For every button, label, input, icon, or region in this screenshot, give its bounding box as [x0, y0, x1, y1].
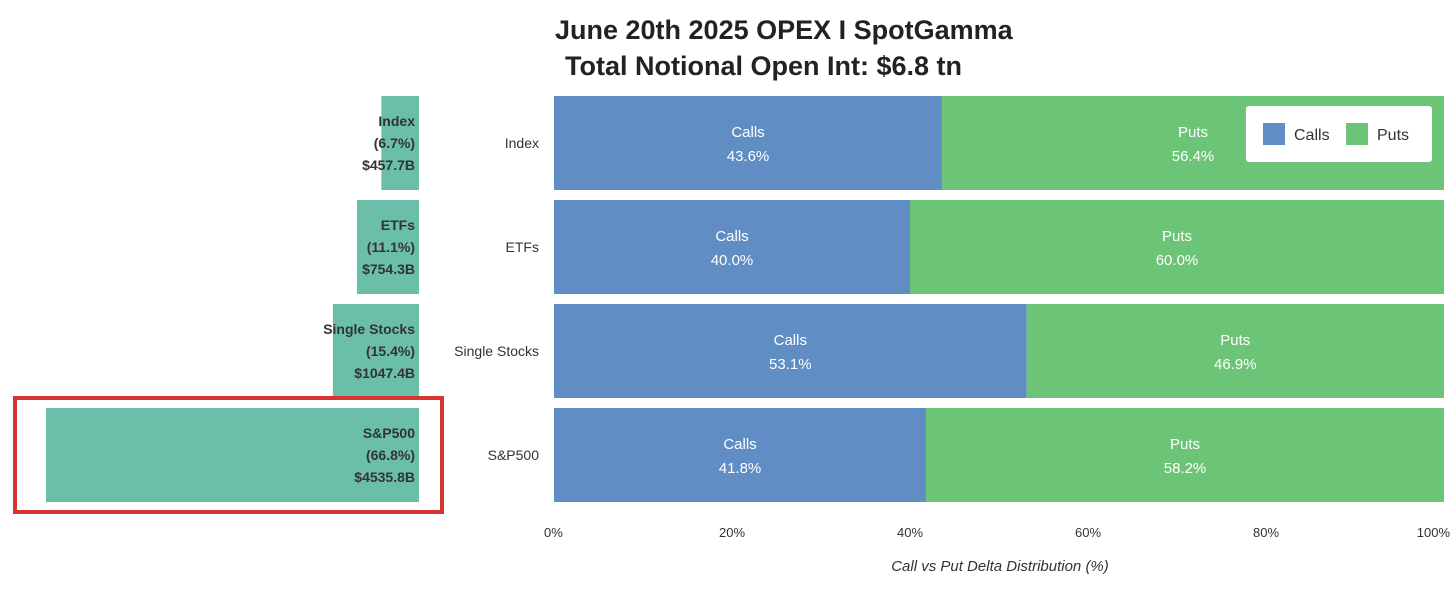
notional-label-index-name: Index: [378, 113, 415, 129]
notional-bar-index: [381, 96, 419, 190]
y-tick-label-etfs: ETFs: [506, 239, 539, 255]
bar-label-calls-etfs-value: 40.0%: [711, 252, 754, 269]
notional-label-single-stocks-share: (15.4%): [366, 343, 415, 359]
bar-label-puts-sp500-name: Puts: [1170, 436, 1200, 453]
bar-label-calls-index-name: Calls: [731, 124, 764, 141]
bar-calls-sp500: [554, 408, 927, 502]
x-tick-label-0: 0%: [544, 525, 563, 540]
chart-subtitle: Total Notional Open Int: $6.8 tn: [565, 51, 962, 81]
notional-label-index-amount: $457.7B: [362, 157, 415, 173]
bar-calls-etfs: [554, 200, 910, 294]
chart-title-block: June 20th 2025 OPEX I SpotGamma Total No…: [555, 12, 1255, 84]
x-tick-label-40: 40%: [897, 525, 923, 540]
bar-label-puts-single-stocks-value: 46.9%: [1214, 356, 1257, 373]
bar-puts-sp500: [926, 408, 1444, 502]
x-tick-label-100: 100%: [1417, 525, 1451, 540]
notional-bar-single-stocks: [332, 304, 419, 398]
bar-label-calls-index-value: 43.6%: [727, 148, 770, 165]
chart-title: June 20th 2025 OPEX I SpotGamma: [555, 15, 1013, 45]
legend-label-calls: Calls: [1294, 127, 1330, 144]
bar-calls-index: [554, 96, 943, 190]
bar-label-calls-etfs-name: Calls: [715, 228, 748, 245]
y-tick-label-single-stocks: Single Stocks: [454, 343, 539, 359]
bar-label-puts-sp500-value: 58.2%: [1164, 460, 1207, 477]
x-tick-label-60: 60%: [1075, 525, 1101, 540]
notional-label-etfs-name: ETFs: [381, 217, 415, 233]
notional-label-sp500-name: S&P500: [363, 425, 415, 441]
notional-bar-etfs: [356, 200, 419, 294]
legend-label-puts: Puts: [1377, 127, 1409, 144]
bar-label-puts-etfs-name: Puts: [1162, 228, 1192, 245]
x-axis-label: Call vs Put Delta Distribution (%): [891, 558, 1109, 575]
bar-label-calls-sp500-value: 41.8%: [719, 460, 762, 477]
bar-puts-etfs: [910, 200, 1444, 294]
notional-label-etfs-share: (11.1%): [367, 239, 415, 255]
bar-label-puts-index-value: 56.4%: [1172, 148, 1215, 165]
legend-swatch-calls: [1263, 123, 1285, 145]
bar-calls-single-stocks: [554, 304, 1027, 398]
notional-label-single-stocks-amount: $1047.4B: [354, 365, 415, 381]
notional-label-single-stocks-name: Single Stocks: [323, 321, 415, 337]
x-tick-label-80: 80%: [1253, 525, 1279, 540]
notional-bar-sp500: [46, 408, 419, 502]
bar-label-puts-etfs-value: 60.0%: [1156, 252, 1199, 269]
notional-label-index-share: (6.7%): [374, 135, 415, 151]
bar-label-puts-single-stocks-name: Puts: [1220, 332, 1250, 349]
bar-label-puts-index-name: Puts: [1178, 124, 1208, 141]
bar-label-calls-single-stocks-value: 53.1%: [769, 356, 812, 373]
bar-puts-single-stocks: [1026, 304, 1444, 398]
bar-label-calls-sp500-name: Calls: [723, 436, 756, 453]
notional-label-sp500-share: (66.8%): [366, 447, 415, 463]
highlight-box: [13, 396, 444, 514]
legend-swatch-puts: [1346, 123, 1368, 145]
x-tick-label-20: 20%: [719, 525, 745, 540]
y-tick-label-index: Index: [505, 135, 539, 151]
notional-label-sp500-amount: $4535.8B: [354, 469, 415, 485]
notional-label-etfs-amount: $754.3B: [362, 261, 415, 277]
y-tick-label-sp500: S&P500: [488, 447, 540, 463]
bar-label-calls-single-stocks-name: Calls: [774, 332, 807, 349]
legend-box: [1246, 106, 1432, 162]
